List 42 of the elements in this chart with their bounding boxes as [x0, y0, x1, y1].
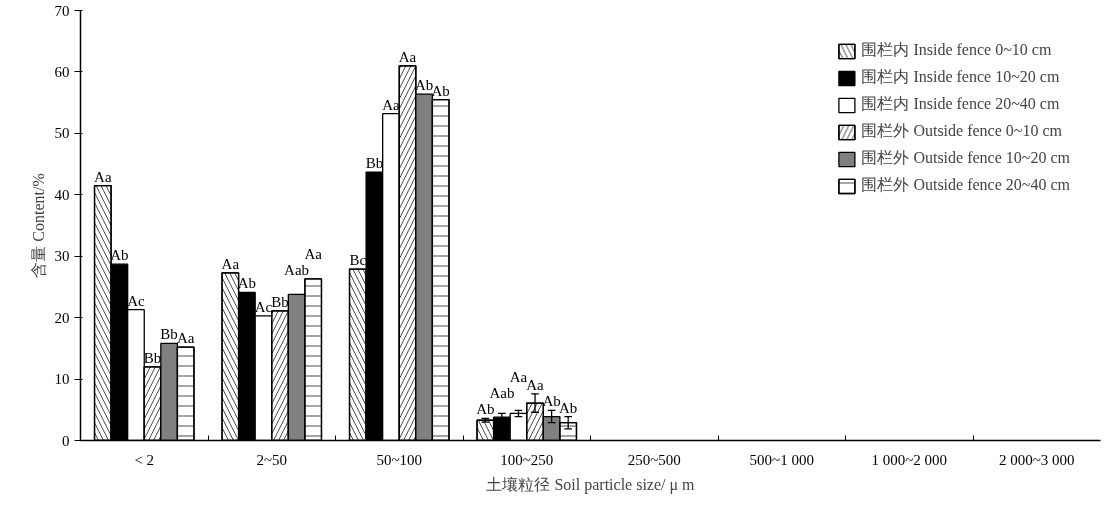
x-axis-title: 土壤粒径 Soil particle size/ μ m: [486, 475, 696, 494]
legend-label: 围栏外 Outside fence 20~40 cm: [861, 175, 1070, 195]
x-tick-label: 500~1 000: [749, 451, 814, 468]
data-label: Aa: [304, 245, 323, 262]
data-label: Aa: [94, 168, 112, 185]
x-tick-label: 1 000~2 000: [871, 451, 948, 468]
y-tick-label: 20: [54, 309, 70, 326]
data-label: Aa: [526, 376, 545, 393]
x-tick-label: < 2: [134, 451, 155, 468]
x-tick-label: 2~50: [256, 451, 288, 468]
data-label: Aa: [509, 369, 528, 386]
x-tick-label: 50~100: [376, 451, 423, 468]
data-label: Aa: [398, 48, 417, 65]
x-tick-label: 250~500: [627, 451, 681, 468]
y-tick-label: 40: [54, 186, 70, 203]
y-tick-label: 60: [54, 63, 70, 80]
legend-label: 围栏外 Outside fence 0~10 cm: [861, 121, 1062, 141]
y-tick-label: 30: [54, 248, 70, 265]
data-label: Aab: [284, 261, 310, 278]
x-tick-label: 2 000~3 000: [998, 451, 1075, 468]
x-tick-label: 100~250: [500, 451, 554, 468]
data-label: Ab: [237, 275, 257, 292]
legend-label: 围栏内 Inside fence 0~10 cm: [861, 40, 1052, 60]
data-label: Ab: [559, 399, 578, 416]
data-label: Aab: [489, 385, 515, 402]
y-axis-title: 含量 Content/%: [29, 173, 47, 278]
data-label: Bc: [349, 252, 367, 269]
y-tick-label: 10: [54, 371, 70, 388]
data-label: Ac: [127, 292, 146, 309]
data-label: Ab: [542, 393, 561, 410]
y-tick-label: 70: [54, 2, 70, 19]
data-label: Bb: [365, 155, 384, 172]
data-label: Bb: [271, 293, 289, 310]
data-label: Aa: [176, 330, 195, 347]
legend-label: 围栏内 Inside fence 20~40 cm: [861, 94, 1060, 114]
data-label: Aa: [221, 255, 240, 272]
data-label: Bb: [160, 326, 178, 343]
y-tick-label: 50: [54, 125, 70, 142]
legend-label: 围栏内 Inside fence 10~20 cm: [861, 67, 1060, 87]
legend-label: 围栏外 Outside fence 10~20 cm: [861, 148, 1070, 168]
data-label: Ab: [476, 401, 495, 418]
y-tick-label: 0: [62, 432, 70, 449]
